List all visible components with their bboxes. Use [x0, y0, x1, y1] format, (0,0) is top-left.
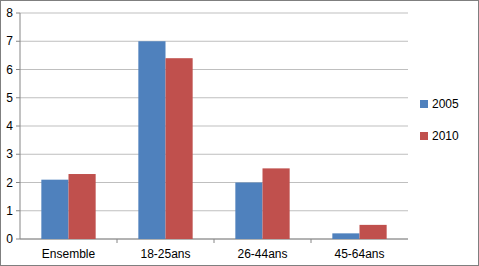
- bar: [263, 168, 290, 239]
- legend-swatch: [420, 100, 428, 108]
- y-tick-label: 6: [6, 63, 13, 77]
- chart-container: 0 1 2 3 4 5 6 7 8 Ensemble 18-25ans 26-44ans 45-64an…: [0, 0, 479, 266]
- grid-line: [20, 69, 408, 70]
- y-tick: [16, 97, 20, 98]
- y-tick-label: 3: [6, 147, 13, 161]
- y-tick-label: 0: [6, 232, 13, 246]
- x-tick-label: 45-64ans: [334, 247, 384, 261]
- y-tick: [16, 126, 20, 127]
- x-tick-label: 18-25ans: [140, 247, 190, 261]
- x-tick: [214, 239, 215, 243]
- bars: [41, 41, 386, 239]
- y-axis: [20, 13, 21, 239]
- bar: [360, 225, 387, 239]
- chart-frame: [1, 1, 479, 266]
- y-tick-label: 7: [6, 34, 13, 48]
- bar: [138, 41, 165, 239]
- grid-line: [20, 154, 408, 155]
- x-tick-label: Ensemble: [42, 247, 96, 261]
- y-tick: [16, 210, 20, 211]
- grid-line: [20, 97, 408, 98]
- grid-line: [20, 13, 408, 14]
- y-tick: [16, 13, 20, 14]
- bar: [41, 180, 68, 239]
- x-tick: [311, 239, 312, 243]
- y-tick-label: 2: [6, 176, 13, 190]
- y-tick: [16, 182, 20, 183]
- y-tick: [16, 154, 20, 155]
- y-tick: [16, 239, 20, 240]
- y-tick-label: 4: [6, 119, 13, 133]
- grid-line: [20, 41, 408, 42]
- bar: [235, 183, 262, 240]
- grid-line: [20, 126, 408, 127]
- x-tick-label: 26-44ans: [237, 247, 287, 261]
- legend-swatch: [420, 132, 428, 140]
- bar: [332, 233, 359, 239]
- x-tick: [117, 239, 118, 243]
- bar: [166, 58, 193, 239]
- y-tick: [16, 41, 20, 42]
- y-tick-label: 8: [6, 6, 13, 20]
- y-tick-label: 5: [6, 91, 13, 105]
- y-tick-label: 1: [6, 204, 13, 218]
- legend-label: 2005: [432, 97, 459, 111]
- chart-svg: 0 1 2 3 4 5 6 7 8 Ensemble 18-25ans 26-44ans 45-64an…: [0, 0, 479, 266]
- legend-label: 2010: [432, 129, 459, 143]
- bar: [69, 174, 96, 239]
- y-tick: [16, 69, 20, 70]
